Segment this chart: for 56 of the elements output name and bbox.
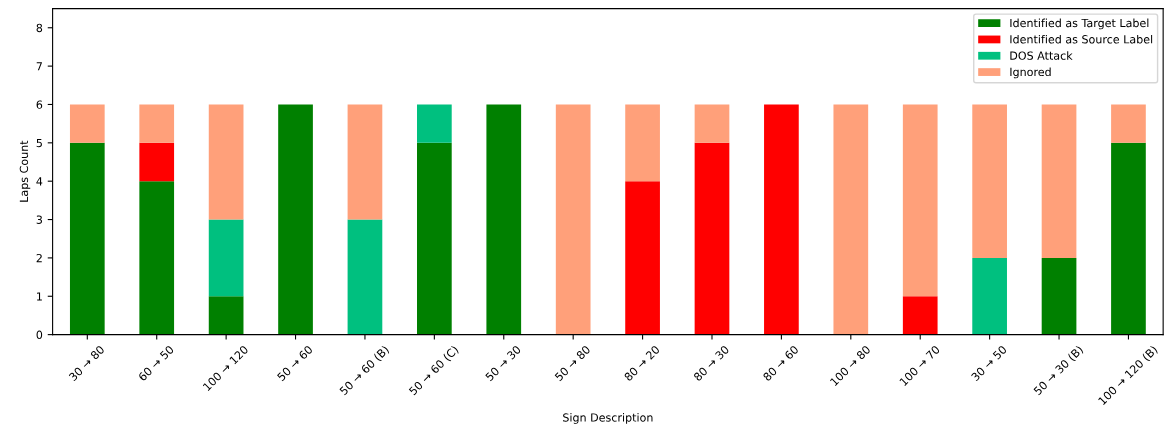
bar bbox=[555, 104, 591, 335]
x-tick-label: 50 → 60 (C) bbox=[408, 345, 460, 397]
bar bbox=[69, 104, 105, 143]
legend-label: Ignored bbox=[1010, 67, 1051, 79]
bar bbox=[694, 142, 730, 335]
bar bbox=[208, 296, 244, 335]
bar bbox=[902, 104, 938, 297]
bar bbox=[139, 181, 175, 335]
y-tick-label: 4 bbox=[36, 177, 43, 186]
legend-label: Identified as Source Label bbox=[1010, 34, 1153, 44]
legend-label: Identified as Target Label bbox=[1010, 18, 1149, 30]
bar bbox=[625, 104, 660, 182]
bar bbox=[972, 257, 1007, 335]
x-tick-label: 50 → 30 bbox=[484, 345, 522, 382]
y-axis-title: Laps Count bbox=[19, 140, 31, 202]
bar bbox=[625, 181, 660, 335]
bar bbox=[347, 219, 383, 335]
legend-label: DOS Attack bbox=[1010, 51, 1073, 60]
y-tick-label: 3 bbox=[36, 215, 42, 224]
bar bbox=[972, 104, 1007, 258]
bar bbox=[1041, 257, 1077, 335]
x-tick-label: 50 → 30 (B) bbox=[1033, 345, 1085, 397]
bar bbox=[902, 296, 938, 335]
bar bbox=[139, 104, 175, 143]
x-tick-label: 60 → 50 bbox=[137, 345, 175, 382]
bar bbox=[694, 104, 730, 143]
y-tick-label: 5 bbox=[36, 138, 42, 148]
bar bbox=[1041, 104, 1077, 258]
bar bbox=[139, 142, 175, 182]
x-tick-label: 80 → 20 bbox=[623, 345, 661, 382]
x-axis-title: Sign Description bbox=[563, 413, 653, 424]
x-tick-label: 30 → 50 bbox=[970, 345, 1008, 382]
x-tick-label: 50 → 60 (B) bbox=[338, 345, 391, 397]
bar bbox=[833, 104, 869, 335]
x-tick-label: 80 → 30 bbox=[693, 345, 730, 382]
y-tick-label: 1 bbox=[37, 292, 42, 301]
bar bbox=[1111, 142, 1146, 335]
bar bbox=[1111, 104, 1146, 143]
bar bbox=[417, 104, 452, 143]
x-tick-label: 50 → 80 bbox=[554, 345, 591, 382]
bar bbox=[69, 142, 105, 335]
y-tick-label: 7 bbox=[36, 62, 42, 71]
y-tick-label: 8 bbox=[36, 23, 43, 33]
bar bbox=[208, 219, 244, 297]
y-tick-label: 0 bbox=[36, 330, 43, 339]
bar bbox=[417, 142, 452, 335]
y-tick-label: 6 bbox=[36, 100, 43, 109]
bar bbox=[764, 104, 799, 335]
x-tick-label: 80 → 60 bbox=[762, 345, 799, 382]
x-tick-label: 50 → 60 bbox=[276, 345, 314, 382]
bar bbox=[347, 104, 383, 220]
y-tick-label: 2 bbox=[36, 253, 42, 263]
bar bbox=[486, 104, 522, 335]
x-tick-label: 30 → 80 bbox=[68, 345, 105, 382]
bar bbox=[208, 104, 244, 220]
bar bbox=[278, 104, 313, 335]
